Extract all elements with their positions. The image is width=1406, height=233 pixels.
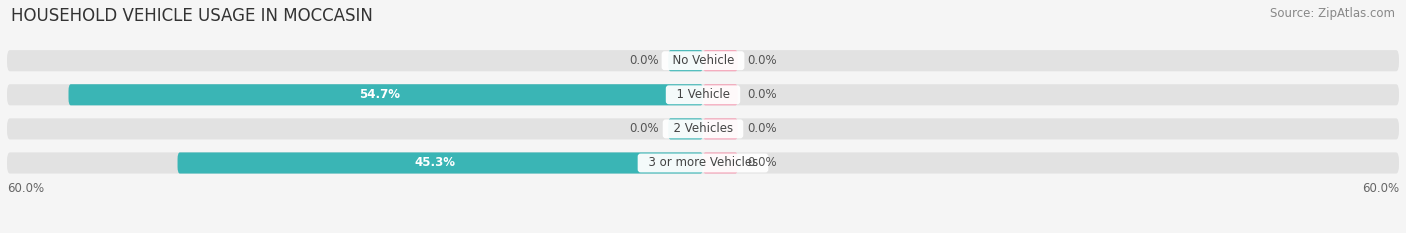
FancyBboxPatch shape <box>69 84 703 105</box>
FancyBboxPatch shape <box>7 84 1399 105</box>
Text: 2 Vehicles: 2 Vehicles <box>665 122 741 135</box>
Text: 0.0%: 0.0% <box>630 54 659 67</box>
FancyBboxPatch shape <box>703 84 738 105</box>
FancyBboxPatch shape <box>7 152 1399 174</box>
FancyBboxPatch shape <box>703 118 738 140</box>
FancyBboxPatch shape <box>7 118 1399 140</box>
Text: 0.0%: 0.0% <box>747 122 776 135</box>
Text: 54.7%: 54.7% <box>360 88 401 101</box>
FancyBboxPatch shape <box>668 50 703 71</box>
FancyBboxPatch shape <box>703 152 738 174</box>
FancyBboxPatch shape <box>668 118 703 140</box>
Text: 0.0%: 0.0% <box>630 122 659 135</box>
Text: 45.3%: 45.3% <box>413 157 456 169</box>
FancyBboxPatch shape <box>703 50 738 71</box>
Text: 60.0%: 60.0% <box>1362 182 1399 195</box>
FancyBboxPatch shape <box>177 152 703 174</box>
FancyBboxPatch shape <box>7 50 1399 71</box>
Text: 0.0%: 0.0% <box>747 88 776 101</box>
Text: HOUSEHOLD VEHICLE USAGE IN MOCCASIN: HOUSEHOLD VEHICLE USAGE IN MOCCASIN <box>11 7 373 25</box>
Text: 0.0%: 0.0% <box>747 54 776 67</box>
Text: Source: ZipAtlas.com: Source: ZipAtlas.com <box>1270 7 1395 20</box>
Text: 0.0%: 0.0% <box>747 157 776 169</box>
Text: No Vehicle: No Vehicle <box>665 54 741 67</box>
Text: 3 or more Vehicles: 3 or more Vehicles <box>641 157 765 169</box>
Text: 1 Vehicle: 1 Vehicle <box>669 88 737 101</box>
Text: 60.0%: 60.0% <box>7 182 44 195</box>
